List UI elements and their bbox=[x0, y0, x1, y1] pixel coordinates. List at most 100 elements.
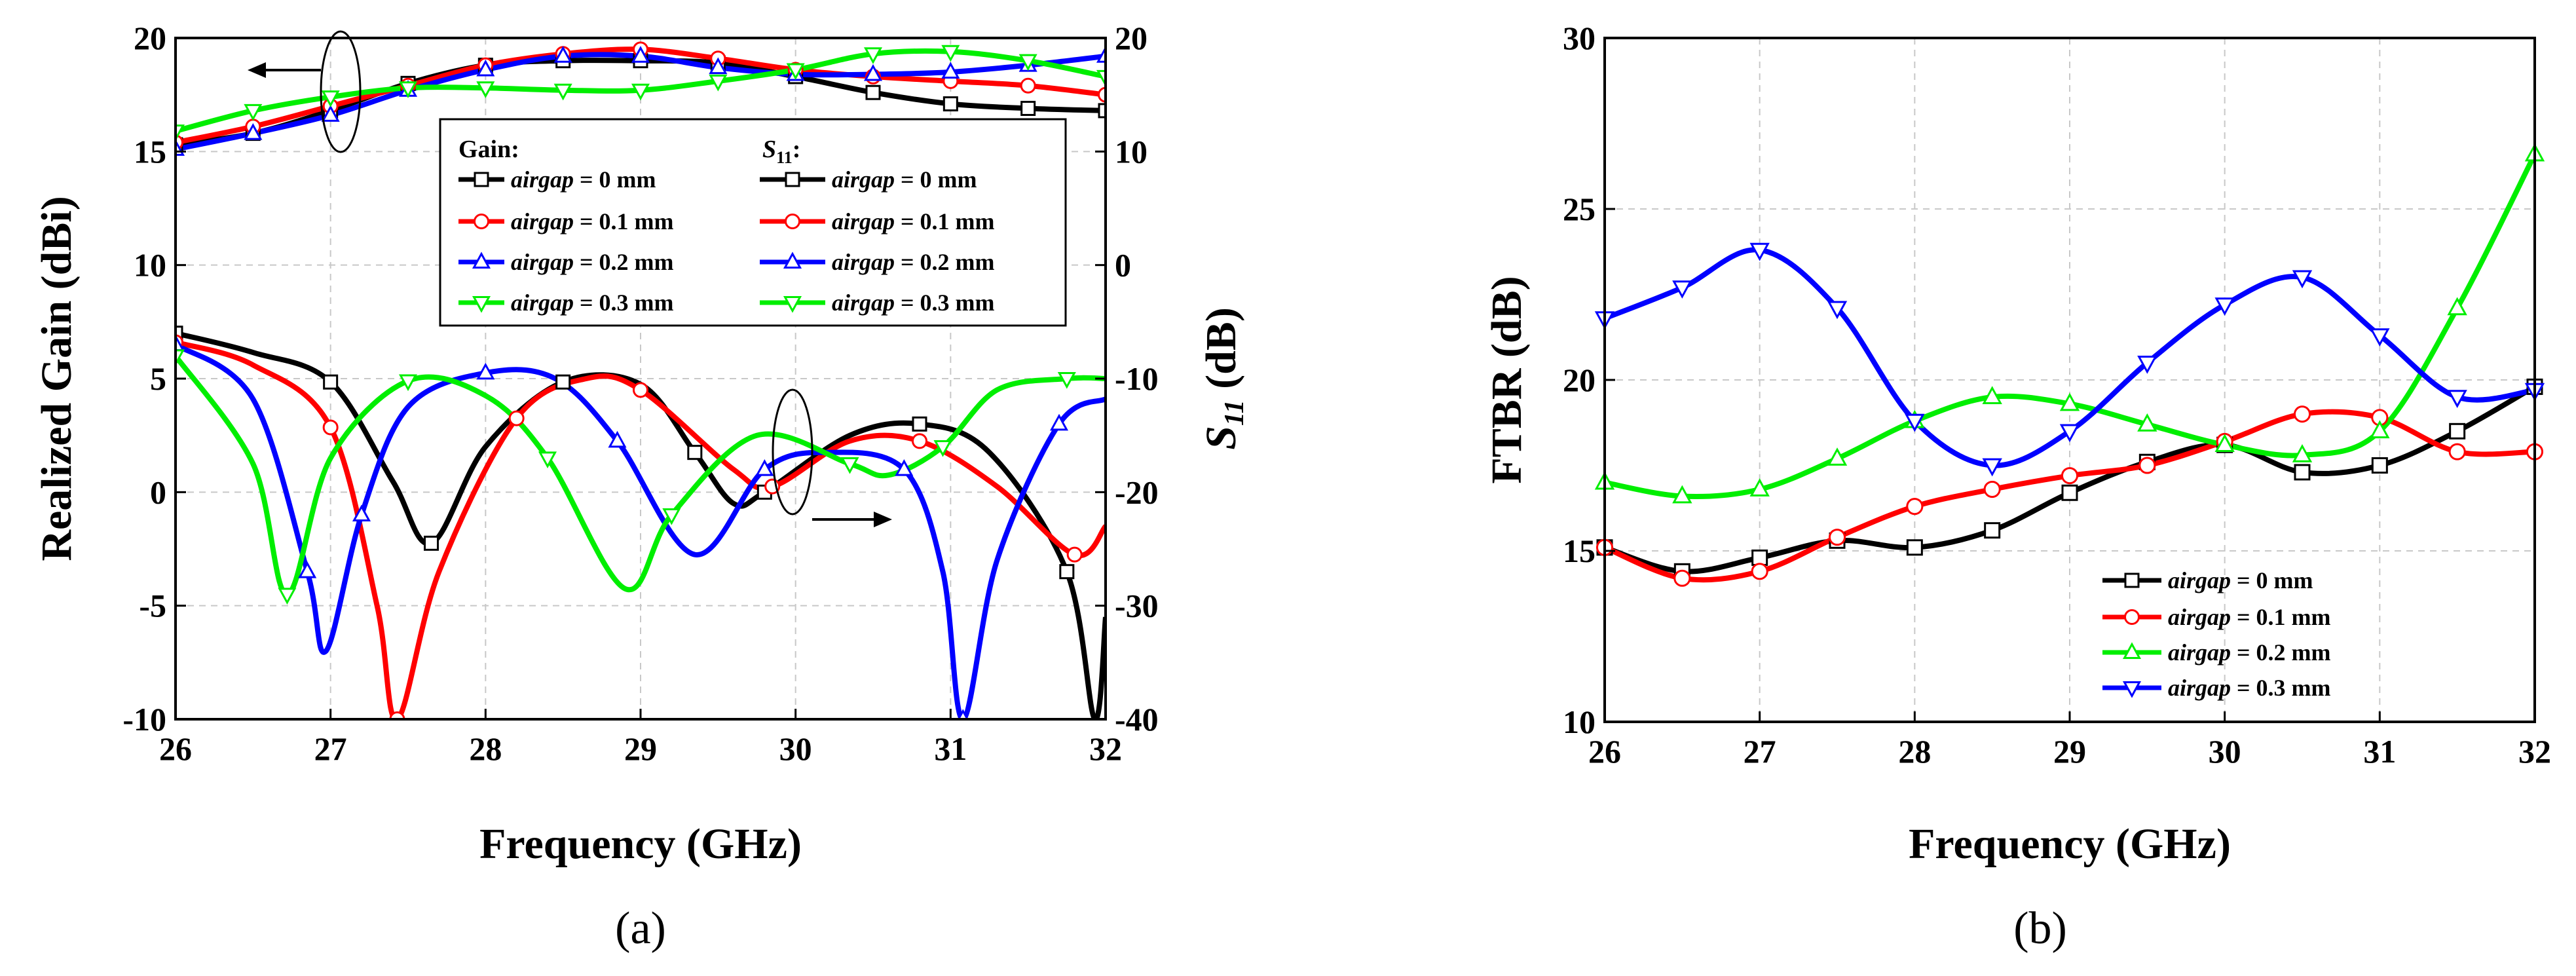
ftbr-point-s2 bbox=[2370, 420, 2390, 439]
gain-point-s3 bbox=[321, 90, 340, 107]
gain-point-s0 bbox=[865, 84, 881, 100]
x-tick-label: 29 bbox=[624, 730, 657, 767]
legend-s11-marker-1 bbox=[785, 214, 800, 229]
chart-a-y-right-unit: (dB) bbox=[1197, 307, 1245, 400]
s11-point-s3 bbox=[538, 451, 557, 468]
y-tick-label: 25 bbox=[1563, 191, 1596, 227]
y-right-tick-label: -30 bbox=[1115, 588, 1159, 624]
gain-point-s1 bbox=[1098, 86, 1106, 103]
s11-point-s2 bbox=[608, 430, 627, 448]
ftbr-point-s2 bbox=[2447, 297, 2467, 316]
s11-point-s2 bbox=[298, 561, 317, 578]
ftbr-point-s2 bbox=[1672, 485, 1692, 504]
ftbr-point-s0 bbox=[2061, 484, 2078, 501]
chart-a-x-axis-label: Frequency (GHz) bbox=[479, 820, 802, 868]
ftbr-point-s1 bbox=[1673, 569, 1691, 587]
legend-ftbr-marker-0 bbox=[2124, 572, 2140, 588]
gain-point-s2 bbox=[631, 46, 650, 63]
gain-point-s2 bbox=[709, 57, 728, 75]
ftbr-point-s2 bbox=[2137, 413, 2157, 432]
x-tick-label: 29 bbox=[2053, 733, 2086, 770]
legend-s11-subscript: 11 bbox=[776, 148, 793, 167]
gain-annotation-ellipse bbox=[320, 30, 362, 153]
legend-ftbr-marker-2 bbox=[2122, 642, 2142, 659]
y-tick-label: 30 bbox=[1563, 20, 1596, 56]
ftbr-point-s1 bbox=[1828, 529, 1846, 546]
gain-point-s3 bbox=[709, 74, 728, 92]
y-left-tick-label: 20 bbox=[134, 20, 166, 56]
s11-point-s2 bbox=[755, 459, 774, 476]
ftbr-point-s3 bbox=[2447, 390, 2467, 408]
ftbr-point-s1 bbox=[2061, 467, 2079, 485]
y-right-tick-label: -10 bbox=[1115, 360, 1159, 397]
ftbr-point-s2 bbox=[1749, 478, 1770, 497]
y-right-tick-label: 0 bbox=[1115, 247, 1131, 284]
chart-a-y-ticks-left: -10 -5 0 5 10 15 20 bbox=[122, 20, 186, 738]
legend-s11-marker-0 bbox=[785, 172, 800, 187]
legend-s11-label-3: airgap = 0.3 mm bbox=[832, 290, 995, 316]
x-tick-label: 27 bbox=[1744, 733, 1776, 770]
s11-point-s3 bbox=[933, 440, 952, 457]
y-right-tick-label: -40 bbox=[1115, 701, 1159, 738]
legend-ftbr-label-2: airgap = 0.2 mm bbox=[2168, 639, 2331, 666]
legend-s11-symbol: S bbox=[762, 136, 776, 163]
chart-b-y-axis-label: FTBR (dB) bbox=[1483, 276, 1531, 483]
s11-point-s1 bbox=[912, 433, 927, 449]
x-tick-label: 28 bbox=[469, 730, 502, 767]
ftbr-point-s3 bbox=[1905, 413, 1925, 432]
gain-point-s2 bbox=[244, 122, 263, 140]
ftbr-point-s0 bbox=[2371, 457, 2388, 474]
chart-a-x-ticks: 26 27 28 29 30 31 32 bbox=[159, 709, 1122, 767]
legend-s11-marker-3 bbox=[783, 296, 802, 313]
ftbr-point-s2 bbox=[2292, 443, 2313, 462]
ftbr-point-s0 bbox=[2449, 422, 2466, 440]
gain-point-s2 bbox=[941, 62, 960, 79]
gain-point-s3 bbox=[553, 83, 572, 101]
legend-gain-label-2: airgap = 0.2 mm bbox=[511, 249, 674, 275]
gain-point-s0 bbox=[1020, 100, 1036, 116]
s11-point-s0 bbox=[687, 445, 703, 460]
y-right-tick-label: -20 bbox=[1115, 474, 1159, 510]
s11-point-s3 bbox=[176, 349, 185, 366]
legend-ftbr-marker-3 bbox=[2122, 681, 2142, 698]
ftbr-point-s3 bbox=[1827, 301, 1848, 320]
ftbr-point-s1 bbox=[2448, 443, 2466, 460]
gain-point-s1 bbox=[1020, 77, 1036, 94]
y-left-tick-label: 5 bbox=[150, 360, 166, 397]
legend-gain-marker-0 bbox=[474, 172, 489, 187]
gain-point-s2 bbox=[863, 64, 883, 81]
gain-point-s0 bbox=[943, 96, 958, 112]
chart-a-y-right-subscript: 11 bbox=[1220, 400, 1250, 426]
legend-s11-header: S11: bbox=[762, 136, 800, 167]
ftbr-point-s0 bbox=[1906, 539, 1923, 556]
chart-a-y-axis-label-right: S11 (dB) bbox=[1197, 307, 1250, 450]
gain-point-s2 bbox=[321, 105, 340, 122]
s11-point-s1 bbox=[389, 711, 405, 719]
gain-point-s2 bbox=[476, 59, 495, 77]
y-tick-label: 15 bbox=[1563, 533, 1596, 569]
legend-gain-label-1: airgap = 0.1 mm bbox=[511, 208, 674, 235]
gain-point-s0 bbox=[1098, 103, 1106, 119]
y-left-tick-label: 15 bbox=[134, 133, 166, 170]
gain-point-s3 bbox=[863, 47, 883, 64]
legend-gain-label-3: airgap = 0.3 mm bbox=[511, 290, 674, 316]
ftbr-point-s3 bbox=[2292, 270, 2313, 289]
y-left-tick-label: -5 bbox=[139, 588, 166, 624]
panel-a-label: (a) bbox=[615, 903, 666, 954]
gain-point-s3 bbox=[1018, 54, 1037, 71]
ftbr-point-s3 bbox=[2137, 356, 2157, 374]
legend-s11-suffix: : bbox=[793, 136, 801, 163]
ftbr-point-s2 bbox=[2059, 392, 2080, 411]
chart-a-legend bbox=[439, 118, 1067, 327]
s11-point-s0 bbox=[555, 374, 571, 390]
gain-point-s3 bbox=[176, 124, 185, 141]
ftbr-point-s1 bbox=[1906, 498, 1924, 516]
ftbr-point-s3 bbox=[2370, 328, 2390, 347]
x-tick-label: 30 bbox=[779, 730, 812, 767]
legend-ftbr-label-3: airgap = 0.3 mm bbox=[2168, 675, 2331, 701]
gain-point-s3 bbox=[1096, 69, 1106, 87]
chart-b-legend: airgap = 0 mm airgap = 0.1 mm airgap = 0.2… bbox=[2102, 567, 2331, 701]
legend-s11-marker-2 bbox=[783, 252, 802, 269]
ftbr-point-s0 bbox=[1751, 549, 1768, 566]
